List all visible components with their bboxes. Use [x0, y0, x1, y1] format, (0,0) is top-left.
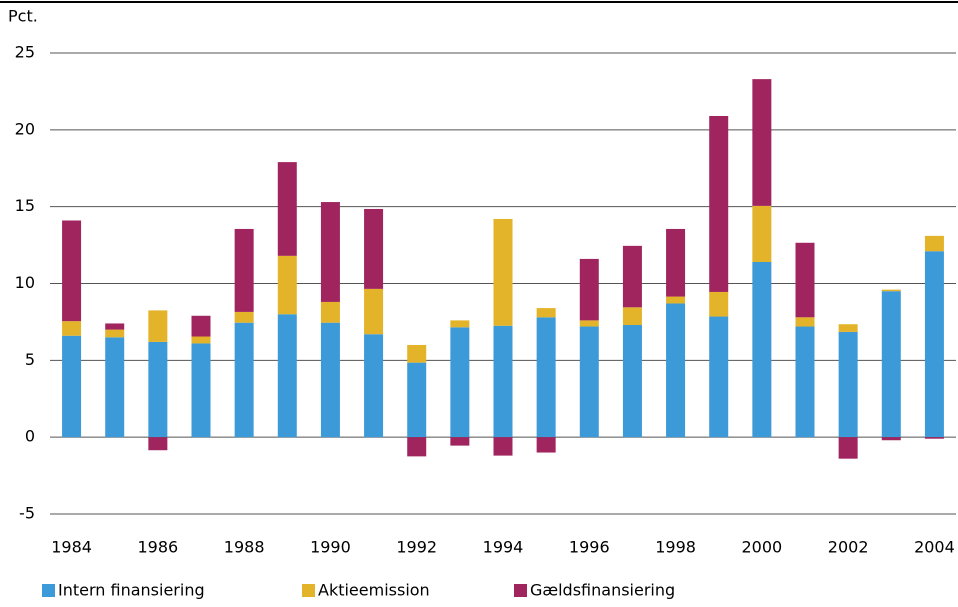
bar-segment	[536, 437, 556, 453]
bar-segment	[536, 317, 556, 438]
legend-label: Aktieemission	[318, 581, 430, 600]
bar-segment	[622, 307, 642, 325]
bar-segment	[234, 228, 254, 312]
bar-segment	[277, 162, 297, 256]
legend-swatch	[302, 584, 315, 597]
bar-segment	[666, 303, 686, 438]
bar-segment	[320, 202, 340, 302]
bar-segment	[881, 437, 901, 441]
bar-segment	[924, 437, 944, 439]
bar-segment	[62, 321, 82, 336]
x-tick-label: 1986	[137, 538, 178, 557]
bar-segment	[407, 437, 427, 457]
bar-segment	[450, 437, 470, 446]
x-tick-label: 2004	[914, 538, 955, 557]
x-tick-label: 1992	[396, 538, 437, 557]
bar-segment	[881, 291, 901, 438]
y-tick-label: -5	[19, 504, 35, 523]
bar-segment	[924, 235, 944, 252]
bar-segment	[234, 322, 254, 438]
bar-segment	[277, 255, 297, 315]
bar-segment	[364, 208, 384, 289]
y-tick-label: 5	[25, 350, 35, 369]
bar-segment	[622, 245, 642, 308]
bar-segment	[105, 329, 125, 338]
bar-segment	[277, 314, 297, 438]
y-tick-label: 25	[15, 43, 35, 62]
bar-segment	[752, 205, 772, 262]
bar-segment	[709, 291, 729, 317]
y-tick-label: 20	[15, 119, 35, 138]
bar-segment	[752, 261, 772, 438]
bar-segment	[191, 315, 211, 337]
bar-segment	[752, 79, 772, 206]
bar-segment	[62, 335, 82, 438]
bar-segment	[320, 322, 340, 438]
x-tick-label: 1996	[569, 538, 610, 557]
bar-segment	[795, 317, 815, 327]
bar-segment	[493, 325, 513, 438]
bar-segment	[407, 344, 427, 363]
bar-segment	[148, 310, 168, 342]
x-tick-label: 1994	[483, 538, 524, 557]
x-tick-label: 1984	[51, 538, 92, 557]
bar-segment	[622, 324, 642, 438]
bar-segment	[579, 326, 599, 438]
x-tick-label: 1998	[655, 538, 696, 557]
y-tick-label: 0	[25, 427, 35, 446]
bar-segment	[234, 311, 254, 323]
bar-segment	[838, 437, 858, 459]
bar-segment	[838, 324, 858, 332]
x-tick-label: 1990	[310, 538, 351, 557]
legend-swatch	[42, 584, 55, 597]
y-axis-label: Pct.	[8, 7, 38, 26]
bar-segment	[493, 218, 513, 326]
bar-segment	[666, 296, 686, 304]
bar-segment	[838, 331, 858, 438]
x-tick-label: 2002	[828, 538, 869, 557]
bar-segment	[148, 341, 168, 438]
x-tick-label: 2000	[741, 538, 782, 557]
legend-swatch	[514, 584, 527, 597]
bar-segment	[493, 437, 513, 456]
bar-segment	[536, 308, 556, 318]
bar-segment	[881, 289, 901, 292]
bar-segment	[666, 228, 686, 297]
bar-segment	[148, 437, 168, 451]
bar-segment	[924, 251, 944, 438]
bar-segment	[709, 116, 729, 292]
bar-segment	[795, 242, 815, 318]
bar-segment	[62, 220, 82, 322]
bar-segment	[795, 326, 815, 438]
bar-segment	[579, 320, 599, 327]
bar-segment	[450, 327, 470, 438]
bar-segment	[407, 362, 427, 438]
x-tick-label: 1988	[224, 538, 265, 557]
bar-segment	[364, 288, 384, 335]
bar-segment	[364, 334, 384, 438]
bar-segment	[191, 343, 211, 438]
bar-segment	[105, 337, 125, 438]
bar-segment	[105, 323, 125, 330]
legend-label: Intern finansiering	[58, 581, 205, 600]
bar-segment	[450, 320, 470, 328]
bar-segment	[191, 336, 211, 344]
y-tick-label: 15	[15, 196, 35, 215]
bar-segment	[709, 316, 729, 438]
bar-segment	[320, 301, 340, 323]
y-tick-label: 10	[15, 273, 35, 292]
bar-segment	[579, 258, 599, 321]
legend-label: Gældsfinansiering	[530, 581, 675, 600]
